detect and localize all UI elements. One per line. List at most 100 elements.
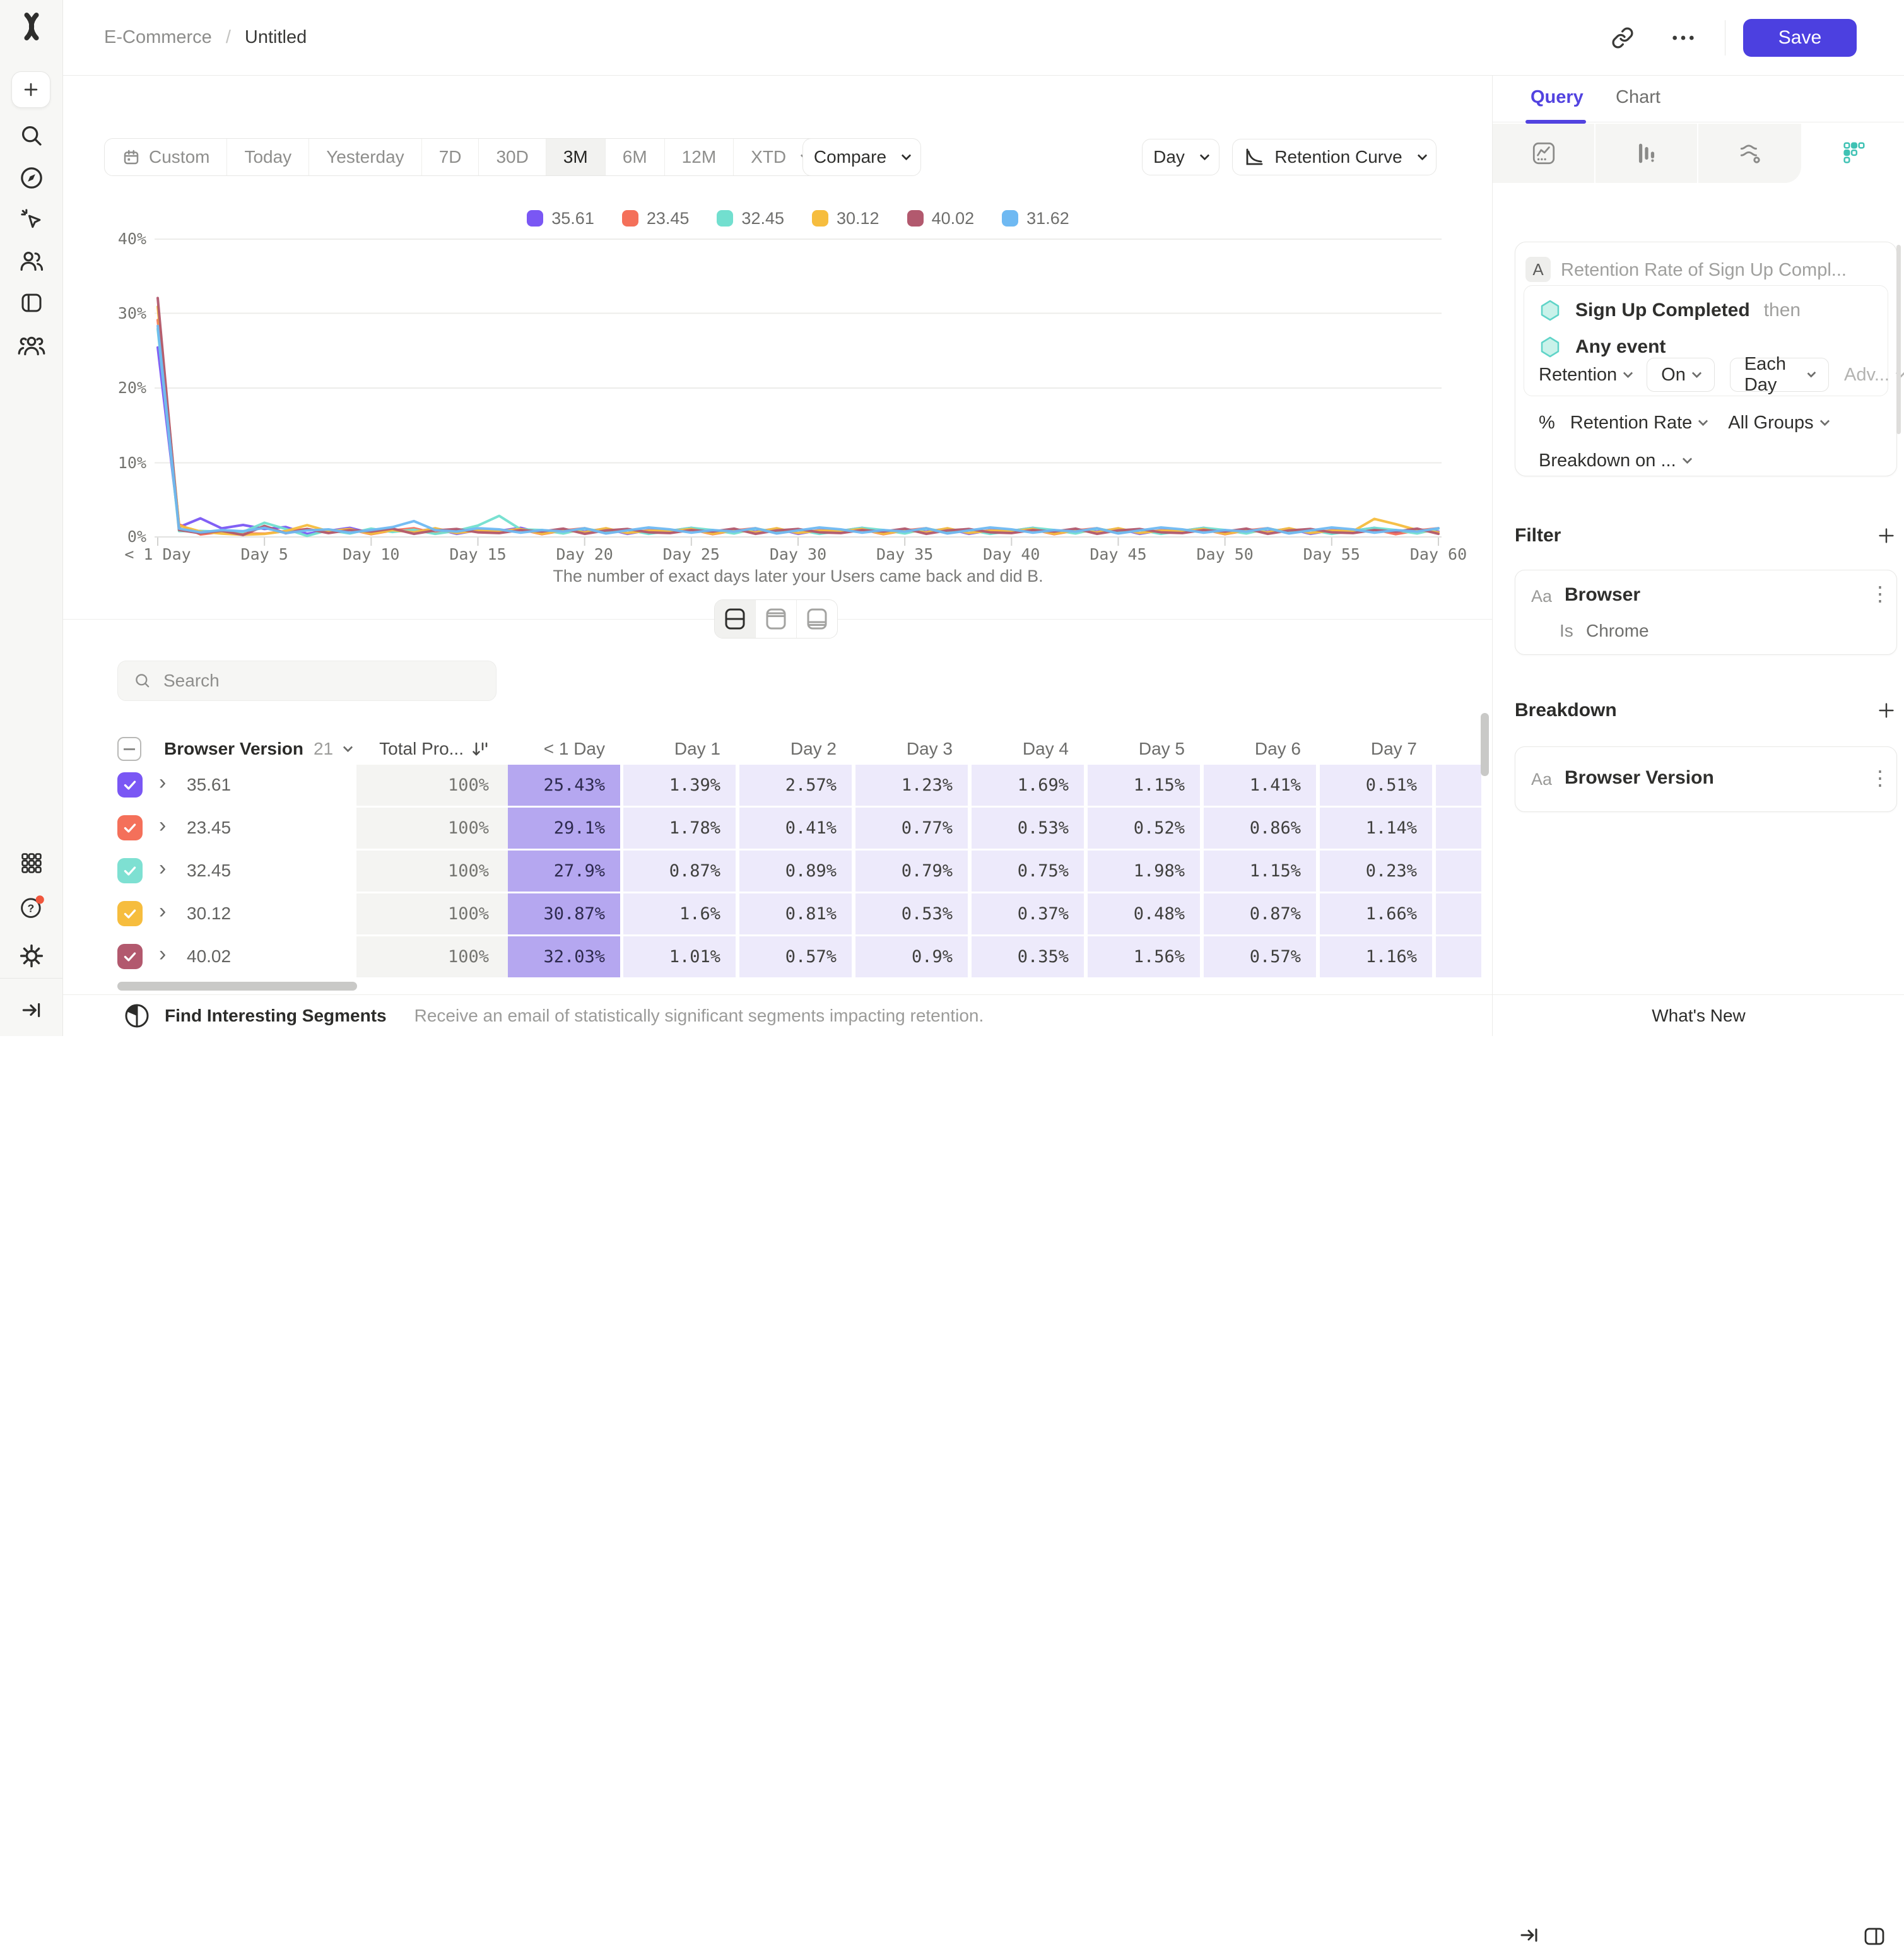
range-xtd[interactable]: XTD <box>733 139 826 175</box>
legend-item[interactable]: 32.45 <box>717 209 784 228</box>
cell-day2[interactable]: 0.41% <box>739 808 852 849</box>
cell-day5[interactable]: 1.98% <box>1088 851 1200 892</box>
column-header-day-2[interactable]: Day 2 <box>790 739 837 758</box>
mixpanel-logo-icon[interactable] <box>17 12 46 41</box>
row-checkbox-checked[interactable] <box>117 772 143 798</box>
column-header-day-5[interactable]: Day 5 <box>1138 739 1185 758</box>
vertical-scrollbar[interactable] <box>1481 713 1489 776</box>
cell-day6[interactable]: 0.86% <box>1204 808 1316 849</box>
series-line-23.45[interactable] <box>156 319 1440 536</box>
series-line-40.02[interactable] <box>156 297 1440 536</box>
find-segments-link[interactable]: Find Interesting Segments <box>165 1005 387 1025</box>
compare-button[interactable]: Compare <box>802 138 921 176</box>
retention-line-chart[interactable] <box>155 238 1442 546</box>
filter-card[interactable]: Aa Browser ⋮ Is Chrome <box>1515 570 1897 655</box>
legend-item[interactable]: 40.02 <box>907 209 974 228</box>
filter-property[interactable]: Browser <box>1565 584 1641 605</box>
cell-day7[interactable]: 1.16% <box>1320 936 1432 977</box>
range-12m[interactable]: 12M <box>664 139 733 175</box>
range-30d[interactable]: 30D <box>478 139 545 175</box>
boards-icon[interactable] <box>18 290 45 316</box>
cell-day6[interactable]: 1.41% <box>1204 765 1316 806</box>
sort-descending-icon[interactable] <box>470 739 490 759</box>
panel-scrollbar[interactable] <box>1896 245 1901 434</box>
breakdown-card[interactable]: Aa Browser Version ⋮ <box>1515 746 1897 812</box>
cell-day8[interactable]: 1.06% <box>1436 893 1481 934</box>
view-flows-tab[interactable] <box>1698 124 1801 183</box>
view-insights-tab[interactable] <box>1493 124 1594 183</box>
cell-day0[interactable]: 29.1% <box>508 808 620 849</box>
toggle-panel-icon[interactable] <box>1862 1924 1887 1949</box>
collapse-panel-icon[interactable] <box>1518 1924 1541 1946</box>
cell-day7[interactable]: 0.23% <box>1320 851 1432 892</box>
row-expand-chevron[interactable]: › <box>159 856 167 880</box>
column-header-day-1[interactable]: Day 1 <box>674 739 720 758</box>
total-column-header[interactable]: Total Pro... <box>356 734 490 763</box>
copy-link-icon[interactable] <box>1611 26 1634 49</box>
event-row-b[interactable]: Any event <box>1539 334 1666 360</box>
cell-day3[interactable]: 0.77% <box>855 808 968 849</box>
tab-query[interactable]: Query <box>1531 87 1584 107</box>
range-3m-selected[interactable]: 3M <box>545 139 605 175</box>
select-all-checkbox-indeterminate[interactable] <box>117 737 141 761</box>
cell-day5[interactable]: 1.15% <box>1088 765 1200 806</box>
row-checkbox-checked[interactable] <box>117 858 143 883</box>
legend-item[interactable]: 23.45 <box>621 209 689 228</box>
metric-dropdown[interactable]: Retention Rate <box>1570 413 1708 433</box>
more-ellipsis-icon[interactable] <box>1671 25 1696 50</box>
row-expand-chevron[interactable]: › <box>159 899 167 923</box>
series-line-30.12[interactable] <box>156 305 1440 536</box>
horizontal-scrollbar[interactable] <box>117 982 357 991</box>
legend-item[interactable]: 30.12 <box>812 209 879 228</box>
cell-day5[interactable]: 0.48% <box>1088 893 1200 934</box>
column-header-day-7[interactable]: Day 7 <box>1370 739 1417 758</box>
cell-day4[interactable]: 0.35% <box>972 936 1084 977</box>
range-6m[interactable]: 6M <box>604 139 664 175</box>
breakdown-on-dropdown[interactable]: Breakdown on ... <box>1539 450 1692 471</box>
cell-day0[interactable]: 25.43% <box>508 765 620 806</box>
cell-day6[interactable]: 1.15% <box>1204 851 1316 892</box>
column-header-day-4[interactable]: Day 4 <box>1022 739 1069 758</box>
events-cursor-icon[interactable] <box>18 206 45 233</box>
series-line-32.45[interactable] <box>156 327 1440 538</box>
breadcrumb-project[interactable]: E-Commerce <box>104 27 212 47</box>
range-custom[interactable]: Custom <box>105 139 226 175</box>
cell-day2[interactable]: 0.81% <box>739 893 852 934</box>
cell-day3[interactable]: 0.79% <box>855 851 968 892</box>
row-checkbox-checked[interactable] <box>117 901 143 926</box>
cell-day7[interactable]: 1.66% <box>1320 893 1432 934</box>
view-retention-tab[interactable] <box>1802 124 1904 183</box>
search-icon[interactable] <box>18 122 45 149</box>
group-column-header[interactable]: Browser Version <box>164 739 303 758</box>
cell-day6[interactable]: 0.57% <box>1204 936 1316 977</box>
row-expand-chevron[interactable]: › <box>159 813 167 837</box>
help-icon[interactable]: ? <box>18 893 45 921</box>
cell-day3[interactable]: 1.23% <box>855 765 968 806</box>
search-input[interactable] <box>163 671 481 691</box>
groups-dropdown[interactable]: All Groups <box>1728 413 1830 433</box>
cell-day5[interactable]: 1.56% <box>1088 936 1200 977</box>
apps-grid-icon[interactable] <box>19 851 44 876</box>
legend-item[interactable]: 35.61 <box>527 209 594 228</box>
chart-type-dropdown[interactable]: Retention Curve <box>1232 139 1437 175</box>
add-filter-button[interactable] <box>1876 525 1897 546</box>
cell-day2[interactable]: 2.57% <box>739 765 852 806</box>
query-title[interactable]: Retention Rate of Sign Up Compl... <box>1561 260 1847 280</box>
cell-day4[interactable]: 0.75% <box>972 851 1084 892</box>
cell-day1[interactable]: 1.78% <box>623 808 736 849</box>
series-line-35.61[interactable] <box>156 346 1440 536</box>
cell-day8[interactable]: 0.91% <box>1436 765 1481 806</box>
users-icon[interactable] <box>18 247 45 275</box>
cell-day4[interactable]: 1.69% <box>972 765 1084 806</box>
view-funnels-tab[interactable] <box>1595 124 1697 183</box>
retention-type-dropdown[interactable]: Retention <box>1539 365 1633 386</box>
row-checkbox-checked[interactable] <box>117 944 143 969</box>
cell-day5[interactable]: 0.52% <box>1088 808 1200 849</box>
settings-gear-icon[interactable] <box>18 943 45 969</box>
tab-chart[interactable]: Chart <box>1616 87 1660 107</box>
range-yesterday[interactable]: Yesterday <box>309 139 421 175</box>
create-button[interactable] <box>11 71 50 108</box>
expand-sidebar-icon[interactable] <box>20 998 44 1022</box>
discover-compass-icon[interactable] <box>18 165 45 191</box>
cell-day3[interactable]: 0.53% <box>855 893 968 934</box>
